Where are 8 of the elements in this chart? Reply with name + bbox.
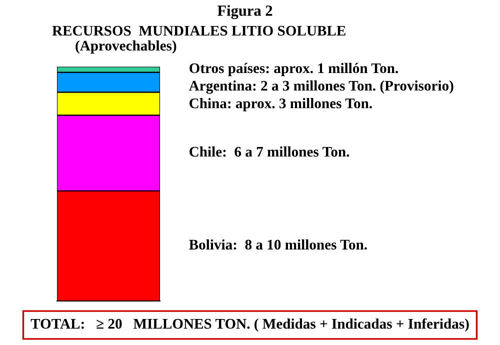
text: TOTAL: ≥ 20 MILLONES TON. ( Medidas + Indicadas + Inferidas) (30, 318, 469, 332)
text: Chile: 6 a 7 millones Ton. (190, 146, 350, 157)
text: Otros países: aprox. 1 millón Ton. (190, 62, 398, 76)
text: Figura 2 (217, 5, 272, 20)
series-label: Argentina: 2 a 3 millones Ton. (Provisorio) (188, 80, 454, 94)
series-label: Bolivia: 8 a 10 millones Ton. (189, 239, 367, 250)
text: China: aprox. 3 millones Ton. (190, 98, 372, 112)
text: RECURSOS MUNDIALES LITIO SOLUBLE (Aprovechables) (52, 26, 346, 54)
